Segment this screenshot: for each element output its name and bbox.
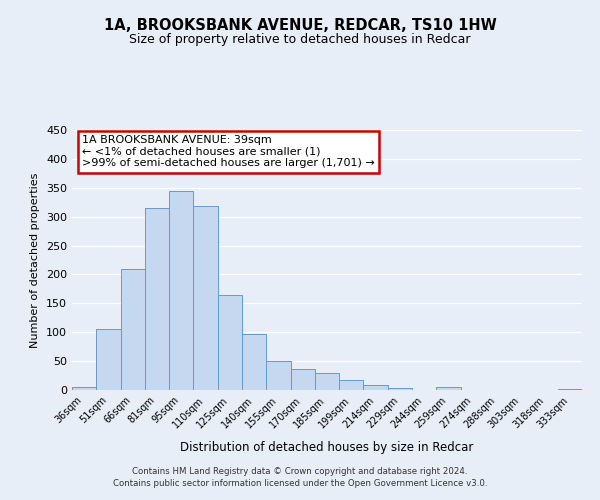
Bar [169, 191, 193, 390]
Bar [121, 269, 145, 390]
Bar [218, 294, 242, 390]
Bar [315, 372, 339, 390]
X-axis label: Distribution of detached houses by size in Redcar: Distribution of detached houses by size … [181, 441, 473, 454]
Bar [558, 389, 582, 390]
Bar [339, 380, 364, 390]
Text: 1A BROOKSBANK AVENUE: 39sqm
← <1% of detached houses are smaller (1)
>99% of sem: 1A BROOKSBANK AVENUE: 39sqm ← <1% of det… [82, 135, 375, 168]
Bar [72, 386, 96, 390]
Bar [290, 369, 315, 390]
Bar [436, 387, 461, 390]
Text: 1A, BROOKSBANK AVENUE, REDCAR, TS10 1HW: 1A, BROOKSBANK AVENUE, REDCAR, TS10 1HW [104, 18, 496, 32]
Bar [145, 208, 169, 390]
Text: Contains HM Land Registry data © Crown copyright and database right 2024.
Contai: Contains HM Land Registry data © Crown c… [113, 466, 487, 487]
Bar [388, 388, 412, 390]
Bar [242, 334, 266, 390]
Bar [266, 361, 290, 390]
Bar [193, 206, 218, 390]
Y-axis label: Number of detached properties: Number of detached properties [31, 172, 40, 348]
Bar [96, 330, 121, 390]
Text: Size of property relative to detached houses in Redcar: Size of property relative to detached ho… [129, 32, 471, 46]
Bar [364, 385, 388, 390]
